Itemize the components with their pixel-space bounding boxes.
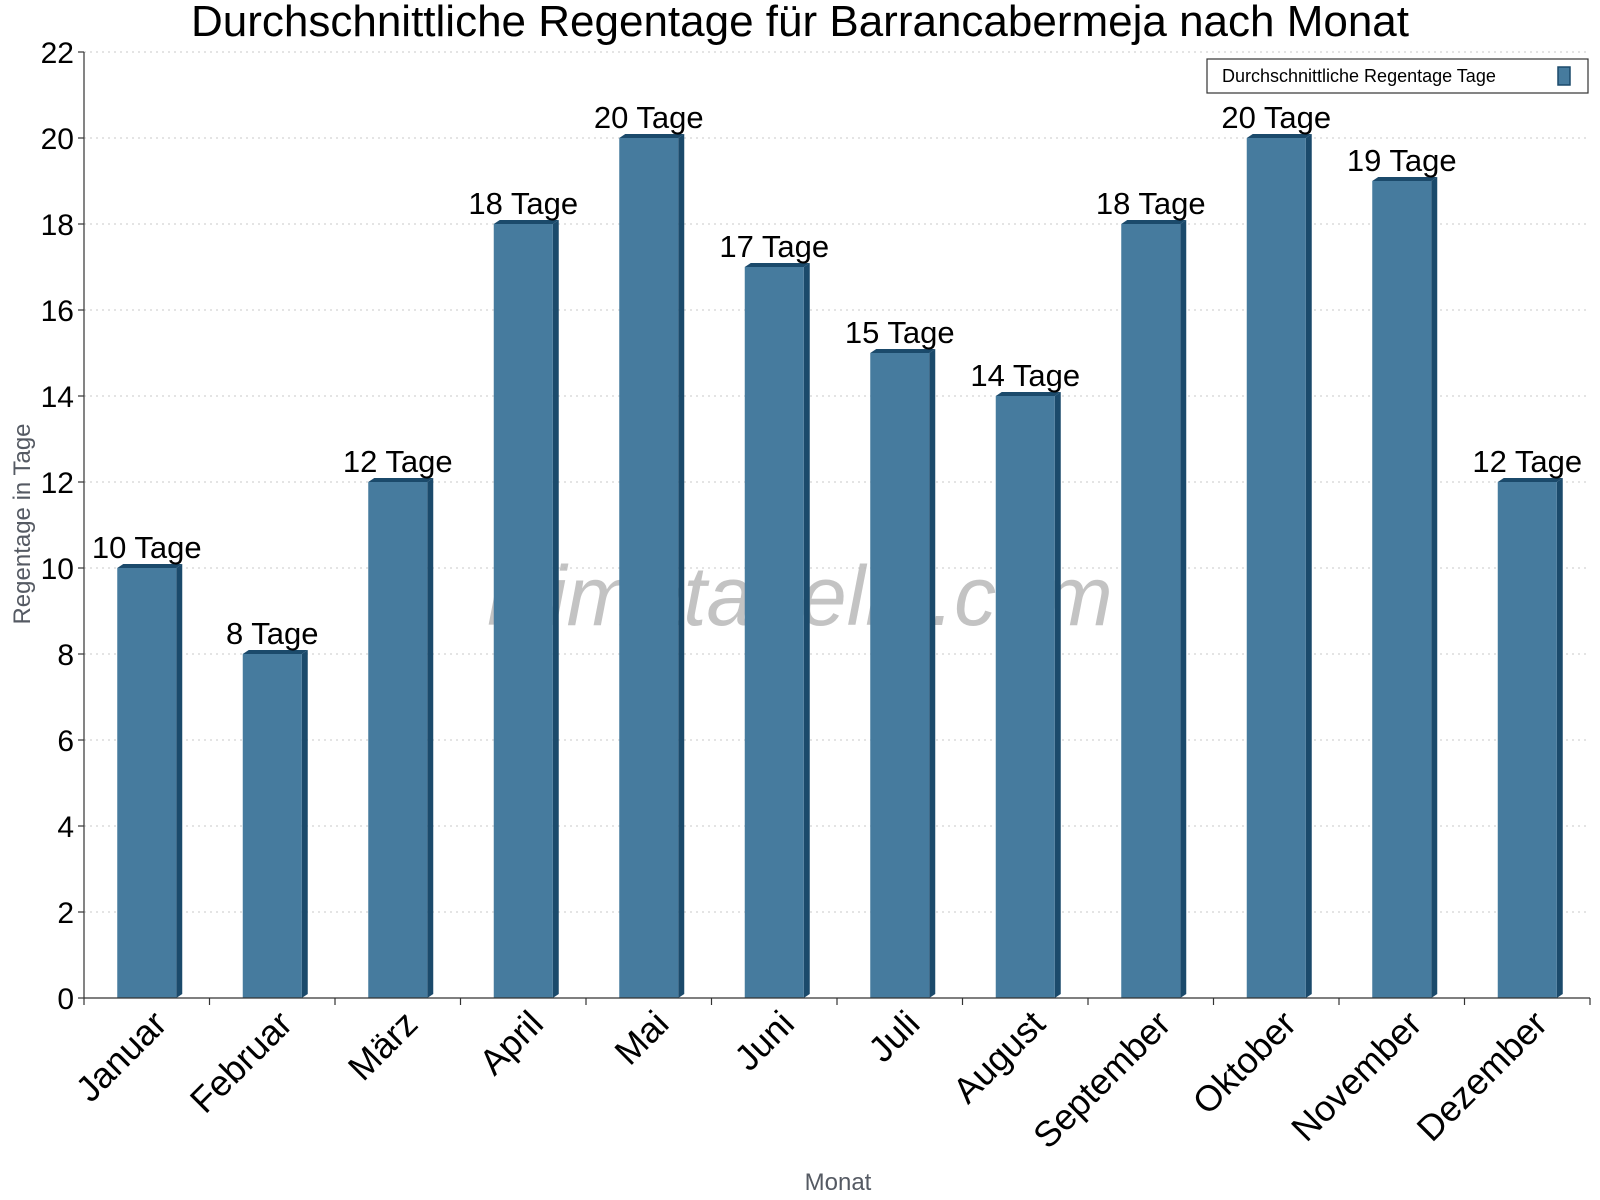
data-label: 12 Tage — [1472, 444, 1582, 479]
bar-side — [1305, 134, 1312, 998]
bar-side — [552, 220, 559, 998]
legend-entry-label: Durchschnittliche Regentage Tage — [1222, 66, 1496, 86]
data-labels: 10 Tage 8 Tage 12 Tage 18 Tage 20 Tage 17 Tag… — [92, 100, 1582, 651]
data-label: 20 Tage — [594, 100, 704, 135]
bar — [1372, 181, 1432, 998]
x-tick-label: Oktober — [1184, 1003, 1304, 1123]
bar-side — [176, 564, 183, 998]
x-tick-label: März — [340, 1003, 426, 1089]
y-tick-label: 14 — [41, 381, 74, 414]
bar — [1121, 224, 1181, 998]
data-label: 19 Tage — [1347, 143, 1457, 178]
data-label: 20 Tage — [1221, 100, 1331, 135]
y-axis-ticks: 0 2 4 6 8 10 12 14 16 18 20 22 — [41, 37, 84, 1016]
bar-side — [301, 650, 308, 998]
x-tick-label: September — [1025, 1003, 1179, 1157]
legend-swatch — [1557, 66, 1571, 86]
bar-side — [1556, 478, 1563, 998]
x-axis-label: Monat — [805, 1169, 872, 1196]
bar-top — [242, 650, 308, 654]
data-label: 14 Tage — [970, 358, 1080, 393]
bar-side — [929, 349, 936, 998]
x-tick-label: Dezember — [1408, 1003, 1554, 1149]
bar — [870, 353, 930, 998]
bar — [368, 482, 428, 998]
bar — [1246, 138, 1306, 998]
y-tick-label: 4 — [57, 811, 74, 844]
bar — [995, 396, 1055, 998]
data-label: 17 Tage — [719, 229, 829, 264]
data-label: 8 Tage — [226, 616, 319, 651]
bar — [493, 224, 553, 998]
bar — [1497, 482, 1557, 998]
bar-side — [427, 478, 434, 998]
bars-group — [117, 134, 1563, 998]
bar-side — [1054, 392, 1061, 998]
bar-top — [744, 263, 810, 267]
bar-top — [619, 134, 685, 138]
x-tick-label: Juni — [726, 1003, 802, 1079]
bar-top — [995, 392, 1061, 396]
y-tick-label: 8 — [57, 639, 74, 672]
x-tick-label: Mai — [606, 1003, 676, 1073]
bar — [242, 654, 302, 998]
y-tick-label: 16 — [41, 295, 74, 328]
bar-side — [803, 263, 810, 998]
y-tick-label: 22 — [41, 37, 74, 70]
y-tick-label: 0 — [57, 983, 74, 1016]
x-tick-label: November — [1283, 1003, 1429, 1149]
bar-top — [1121, 220, 1187, 224]
y-tick-label: 6 — [57, 725, 74, 758]
y-axis-label: Regentage in Tage — [9, 423, 36, 624]
bar — [117, 568, 177, 998]
y-tick-label: 20 — [41, 123, 74, 156]
bar-top — [1497, 478, 1563, 482]
x-axis-ticks: Januar Februar März April Mai Juni Juli AugustS… — [68, 998, 1591, 1157]
data-label: 10 Tage — [92, 530, 202, 565]
data-label: 12 Tage — [343, 444, 453, 479]
x-tick-label: August — [945, 1003, 1053, 1111]
bar — [744, 267, 804, 998]
gridlines — [84, 51, 1590, 913]
y-tick-label: 12 — [41, 467, 74, 500]
axes — [83, 52, 1590, 999]
bar-top — [870, 349, 936, 353]
bar-side — [1431, 177, 1438, 998]
y-tick-label: 10 — [41, 553, 74, 586]
bar-side — [1180, 220, 1187, 998]
bar-top — [368, 478, 434, 482]
data-label: 15 Tage — [845, 315, 955, 350]
x-tick-label: Januar — [68, 1003, 175, 1110]
chart-title: Durchschnittliche Regentage für Barranca… — [191, 0, 1409, 46]
y-tick-label: 18 — [41, 209, 74, 242]
bar-top — [117, 564, 183, 568]
legend: Durchschnittliche Regentage Tage — [1206, 58, 1589, 94]
x-tick-label: April — [471, 1003, 551, 1083]
bar-top — [1372, 177, 1438, 181]
data-label: 18 Tage — [468, 186, 578, 221]
data-label: 18 Tage — [1096, 186, 1206, 221]
bar — [619, 138, 679, 998]
bar-side — [678, 134, 685, 998]
bar-top — [1246, 134, 1312, 138]
x-tick-label: Februar — [182, 1003, 300, 1121]
y-tick-label: 2 — [57, 897, 74, 930]
legend-box — [1206, 58, 1589, 94]
bar-top — [493, 220, 559, 224]
x-tick-label: Juli — [860, 1003, 927, 1070]
